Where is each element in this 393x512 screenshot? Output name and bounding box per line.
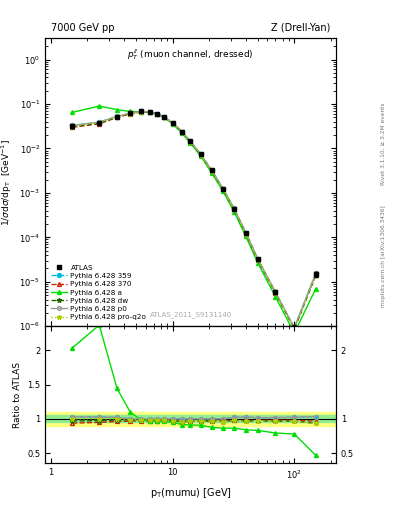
- Text: 7000 GeV pp: 7000 GeV pp: [51, 23, 114, 33]
- Text: mcplots.cern.ch [arXiv:1306.3436]: mcplots.cern.ch [arXiv:1306.3436]: [381, 205, 386, 307]
- Y-axis label: Ratio to ATLAS: Ratio to ATLAS: [13, 362, 22, 428]
- Bar: [45, 412, 336, 425]
- Bar: [45, 415, 336, 422]
- X-axis label: p$_{\rm T}$(mumu) [GeV]: p$_{\rm T}$(mumu) [GeV]: [150, 486, 231, 500]
- Text: $p_T^{ll}$ (muon channel, dressed): $p_T^{ll}$ (muon channel, dressed): [127, 47, 254, 62]
- Y-axis label: 1/$\sigma$d$\sigma$/dp$_{\rm T}$  [GeV$^{-1}$]: 1/$\sigma$d$\sigma$/dp$_{\rm T}$ [GeV$^{…: [0, 139, 14, 226]
- Legend: ATLAS, Pythia 6.428 359, Pythia 6.428 370, Pythia 6.428 a, Pythia 6.428 dw, Pyth: ATLAS, Pythia 6.428 359, Pythia 6.428 37…: [49, 262, 149, 323]
- Text: ATLAS_2011_S9131140: ATLAS_2011_S9131140: [149, 311, 232, 317]
- Text: Z (Drell-Yan): Z (Drell-Yan): [271, 23, 330, 33]
- Text: Rivet 3.1.10, ≥ 3.2M events: Rivet 3.1.10, ≥ 3.2M events: [381, 102, 386, 185]
